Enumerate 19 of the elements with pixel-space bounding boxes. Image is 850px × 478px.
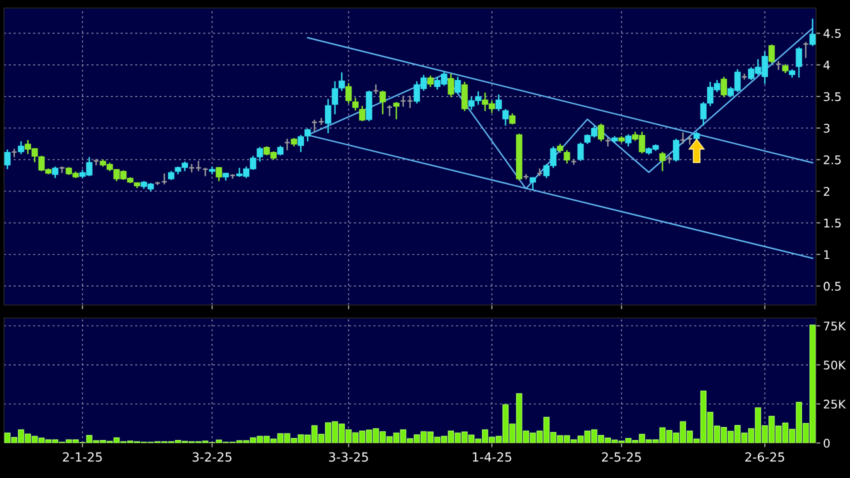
y-tick-label: 0.5 [824,282,841,291]
x-tick-label: 1-4-25 [472,452,512,462]
y-tick-label: 1 [824,250,830,259]
y-tick-label: 4 [824,60,830,70]
y-tick-label: 0 [824,438,830,448]
y-tick-label: 3 [824,124,830,133]
y-tick-label: 25K [824,400,846,409]
x-tick-label: 2-5-25 [602,452,641,462]
y-tick-label: 50K [824,360,846,370]
y-tick-label: 2 [824,186,830,196]
y-tick-label: 3.5 [824,92,841,102]
x-tick-label: 2-6-25 [745,452,784,462]
x-tick-label: 3-2-25 [192,452,232,462]
y-tick-label: 4.5 [824,29,841,38]
y-tick-label: 1.5 [824,218,841,228]
x-tick-label: 2-1-25 [62,452,102,462]
y-tick-label: 75K [824,322,846,330]
x-tick-label: 3-3-25 [329,452,368,462]
y-tick-label: 2.5 [824,155,841,164]
